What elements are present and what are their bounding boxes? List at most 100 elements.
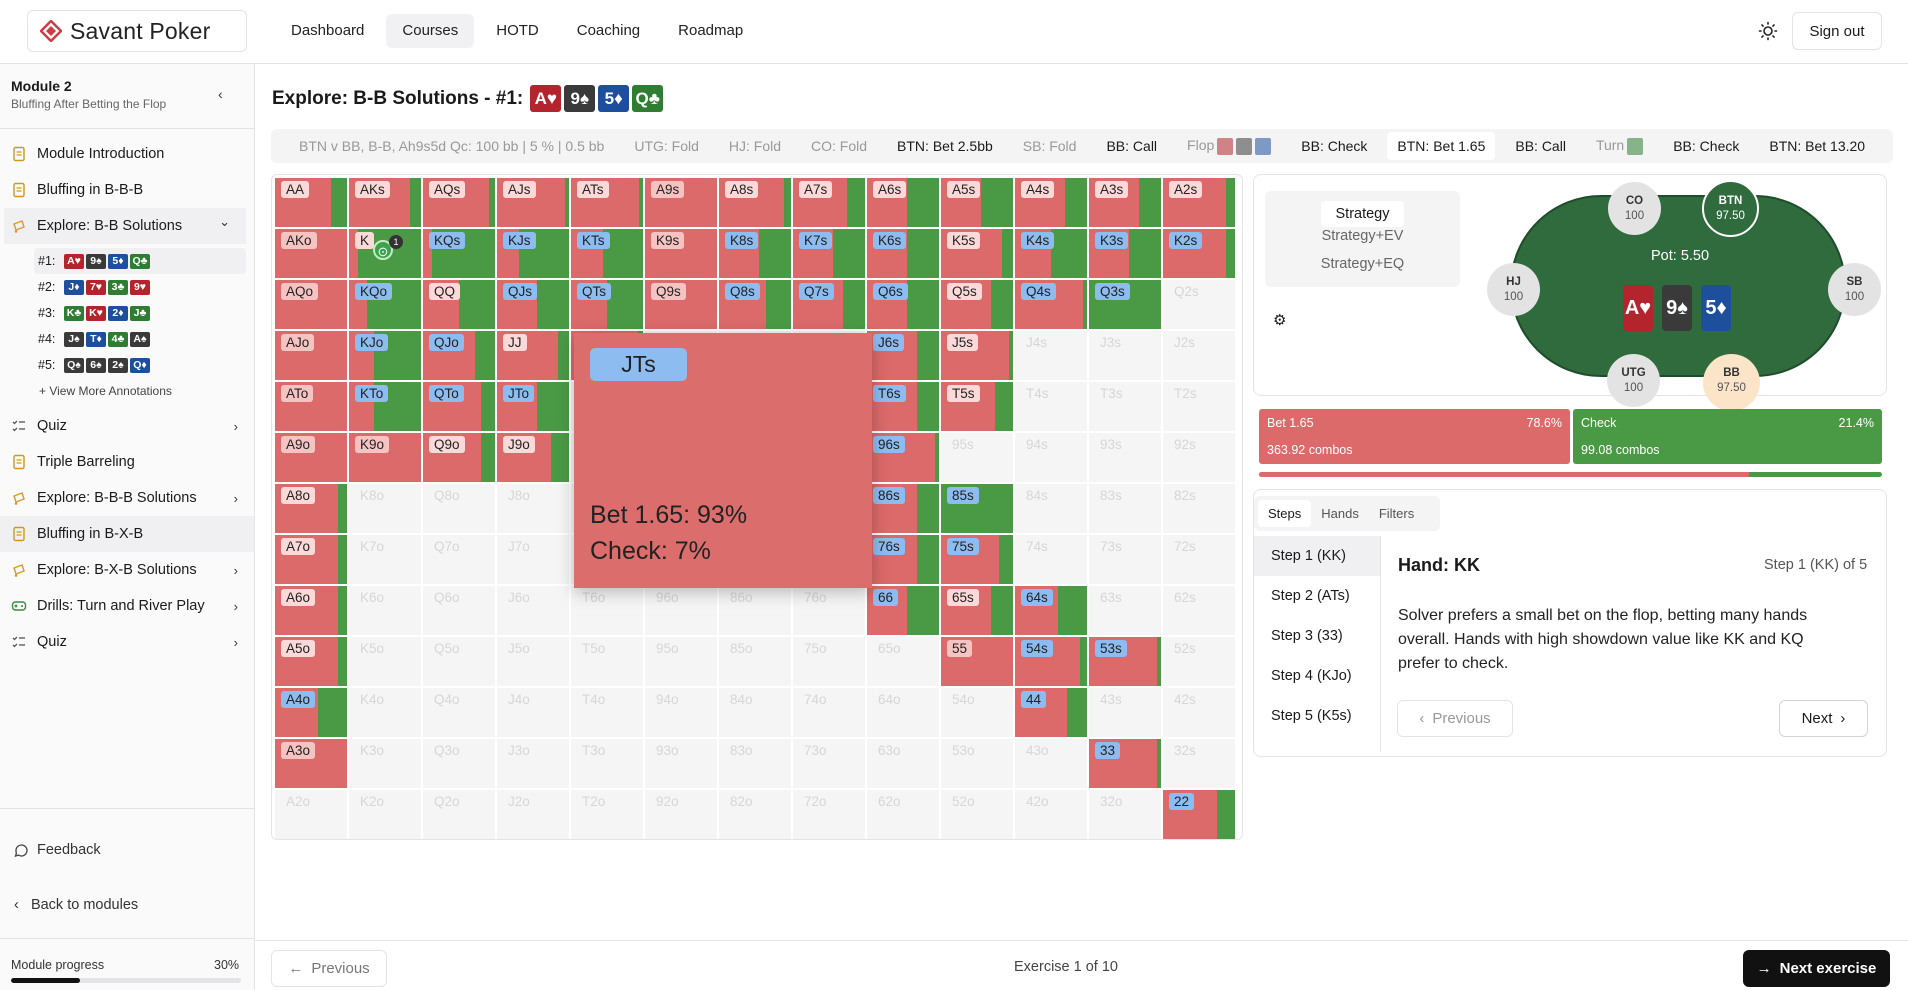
hand-cell-K2s[interactable]: K2s	[1163, 229, 1235, 278]
hand-cell-KK[interactable]: ⊙ 1 K	[349, 229, 421, 278]
tab-steps[interactable]: Steps	[1258, 500, 1312, 527]
view-more-annotations-link[interactable]: + View More Annotations	[39, 384, 172, 398]
hand-cell-Q2s[interactable]: Q2s	[1163, 280, 1235, 329]
hand-cell-J4o[interactable]: J4o	[497, 688, 569, 737]
hand-cell-K5s[interactable]: K5s	[941, 229, 1013, 278]
strategy-tab-strategy-ev[interactable]: Strategy+EV	[1321, 228, 1404, 244]
hand-cell-QJo[interactable]: QJo	[423, 331, 495, 380]
hand-cell-75o[interactable]: 75o	[793, 637, 865, 686]
hand-cell-Q7s[interactable]: Q7s	[793, 280, 865, 329]
hand-cell-A2o[interactable]: A2o	[275, 790, 347, 839]
hand-cell-96o[interactable]: 96o	[645, 586, 717, 635]
hand-cell-A6s[interactable]: A6s	[867, 178, 939, 227]
hand-cell-K9o[interactable]: K9o	[349, 433, 421, 482]
hand-cell-44[interactable]: 44	[1015, 688, 1087, 737]
hand-cell-Q5s[interactable]: Q5s	[941, 280, 1013, 329]
sidebar-item-quiz[interactable]: Quiz ›	[0, 408, 254, 444]
hand-cell-43s[interactable]: 43s	[1089, 688, 1161, 737]
hand-cell-AKo[interactable]: AKo	[275, 229, 347, 278]
hand-cell-Q3o[interactable]: Q3o	[423, 739, 495, 788]
hand-cell-KQs[interactable]: KQs	[423, 229, 495, 278]
hand-cell-43o[interactable]: 43o	[1015, 739, 1087, 788]
action-step[interactable]: BTN v BB, B-B, Ah9s5d Qc: 100 bb | 5 % |…	[299, 138, 604, 154]
hand-cell-94o[interactable]: 94o	[645, 688, 717, 737]
hand-cell-QJs[interactable]: QJs	[497, 280, 569, 329]
hand-cell-JTo[interactable]: JTo	[497, 382, 569, 431]
nav-link-dashboard[interactable]: Dashboard	[291, 22, 365, 39]
hand-cell-K3s[interactable]: K3s	[1089, 229, 1161, 278]
hand-cell-84s[interactable]: 84s	[1015, 484, 1087, 533]
hand-cell-KTo[interactable]: KTo	[349, 382, 421, 431]
hand-cell-A9o[interactable]: A9o	[275, 433, 347, 482]
nav-link-coaching[interactable]: Coaching	[576, 22, 641, 39]
hand-cell-K8o[interactable]: K8o	[349, 484, 421, 533]
annotation-item[interactable]: #1: A♥ 9♠ 5♦ Q♣	[34, 248, 246, 274]
sidebar-item-bluffing-in-b-x-b[interactable]: Bluffing in B-X-B	[0, 516, 254, 552]
action-step[interactable]: BB: Call	[1515, 138, 1566, 154]
hand-cell-64o[interactable]: 64o	[867, 688, 939, 737]
hand-cell-72s[interactable]: 72s	[1163, 535, 1235, 584]
hand-cell-A8s[interactable]: A8s	[719, 178, 791, 227]
hand-cell-K8s[interactable]: K8s	[719, 229, 791, 278]
hand-cell-J3o[interactable]: J3o	[497, 739, 569, 788]
collapse-sidebar-button[interactable]: ‹	[218, 86, 223, 102]
hand-cell-Q7o[interactable]: Q7o	[423, 535, 495, 584]
step-item[interactable]: Step 4 (KJo)	[1271, 668, 1352, 684]
hand-cell-73s[interactable]: 73s	[1089, 535, 1161, 584]
hand-cell-Q2o[interactable]: Q2o	[423, 790, 495, 839]
hand-cell-32o[interactable]: 32o	[1089, 790, 1161, 839]
hand-cell-J8o[interactable]: J8o	[497, 484, 569, 533]
hand-cell-92s[interactable]: 92s	[1163, 433, 1235, 482]
hand-cell-52o[interactable]: 52o	[941, 790, 1013, 839]
step-item[interactable]: Step 3 (33)	[1271, 628, 1343, 644]
hand-cell-63s[interactable]: 63s	[1089, 586, 1161, 635]
check-action-summary[interactable]: Check 21.4% 99.08 combos	[1573, 409, 1882, 464]
sidebar-item-bluffing-in-b-b-b[interactable]: Bluffing in B-B-B	[0, 172, 254, 208]
next-step-button[interactable]: Next ›	[1779, 700, 1868, 737]
hand-cell-T6o[interactable]: T6o	[571, 586, 643, 635]
hand-cell-Q5o[interactable]: Q5o	[423, 637, 495, 686]
sidebar-item-drills-turn-and-river-play[interactable]: Drills: Turn and River Play ›	[0, 588, 254, 624]
settings-button[interactable]: ⚙	[1273, 311, 1286, 329]
hand-cell-QTs[interactable]: QTs	[571, 280, 643, 329]
hand-cell-AJs[interactable]: AJs	[497, 178, 569, 227]
hand-cell-95s[interactable]: 95s	[941, 433, 1013, 482]
hand-cell-A7o[interactable]: A7o	[275, 535, 347, 584]
hand-cell-K6o[interactable]: K6o	[349, 586, 421, 635]
hand-cell-J3s[interactable]: J3s	[1089, 331, 1161, 380]
hand-cell-62o[interactable]: 62o	[867, 790, 939, 839]
action-step[interactable]: CO: Fold	[811, 138, 867, 154]
hand-cell-Q8s[interactable]: Q8s	[719, 280, 791, 329]
hand-cell-Q3s[interactable]: Q3s	[1089, 280, 1161, 329]
nav-link-hotd[interactable]: HOTD	[496, 22, 539, 39]
hand-cell-73o[interactable]: 73o	[793, 739, 865, 788]
hand-cell-J6s[interactable]: J6s	[867, 331, 939, 380]
hand-cell-84o[interactable]: 84o	[719, 688, 791, 737]
hand-cell-32s[interactable]: 32s	[1163, 739, 1235, 788]
hand-cell-63o[interactable]: 63o	[867, 739, 939, 788]
hand-cell-83o[interactable]: 83o	[719, 739, 791, 788]
hand-cell-Q4s[interactable]: Q4s	[1015, 280, 1087, 329]
hand-cell-T2s[interactable]: T2s	[1163, 382, 1235, 431]
action-step[interactable]: BB: Check	[1301, 138, 1367, 154]
hand-cell-86o[interactable]: 86o	[719, 586, 791, 635]
hand-cell-85o[interactable]: 85o	[719, 637, 791, 686]
hand-cell-64s[interactable]: 64s	[1015, 586, 1087, 635]
hand-cell-53s[interactable]: 53s	[1089, 637, 1161, 686]
hand-cell-QTo[interactable]: QTo	[423, 382, 495, 431]
annotation-item[interactable]: #4: J♠ T♦ 4♣ A♠	[34, 326, 246, 352]
hand-cell-54o[interactable]: 54o	[941, 688, 1013, 737]
hand-cell-66[interactable]: 66	[867, 586, 939, 635]
action-step[interactable]: Flop	[1187, 137, 1272, 155]
hand-cell-94s[interactable]: 94s	[1015, 433, 1087, 482]
sidebar-item-explore-b-x-b-solutions[interactable]: Explore: B-X-B Solutions ›	[0, 552, 254, 588]
hand-cell-22[interactable]: 22	[1163, 790, 1235, 839]
hand-cell-Q8o[interactable]: Q8o	[423, 484, 495, 533]
hand-cell-82o[interactable]: 82o	[719, 790, 791, 839]
hand-cell-K6s[interactable]: K6s	[867, 229, 939, 278]
hand-cell-AA[interactable]: AA	[275, 178, 347, 227]
hand-cell-K4o[interactable]: K4o	[349, 688, 421, 737]
hand-cell-T3o[interactable]: T3o	[571, 739, 643, 788]
hand-cell-KQo[interactable]: KQo	[349, 280, 421, 329]
brand-logo[interactable]: Savant Poker	[27, 10, 247, 52]
